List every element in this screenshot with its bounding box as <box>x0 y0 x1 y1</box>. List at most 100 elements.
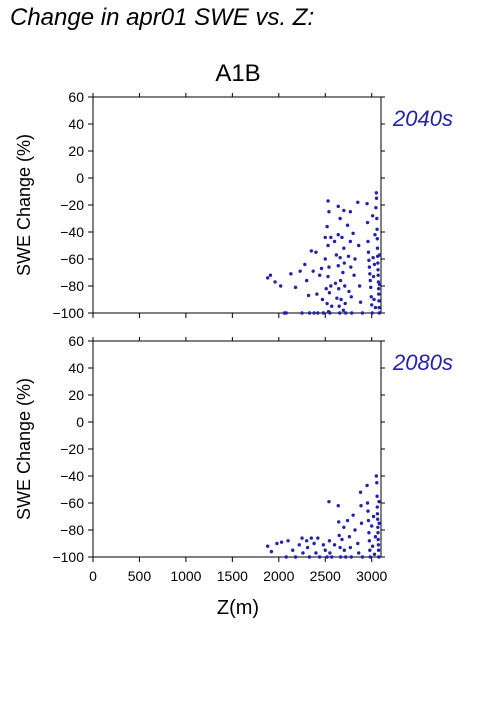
data-point <box>336 264 340 268</box>
data-point <box>376 531 380 535</box>
y-tick-label: −60 <box>60 251 84 267</box>
data-point <box>353 257 357 261</box>
data-point <box>366 518 371 523</box>
data-point <box>317 555 322 559</box>
data-point <box>367 265 372 269</box>
data-point <box>342 208 346 213</box>
data-point <box>329 284 333 288</box>
data-point <box>348 210 353 214</box>
data-point <box>377 292 381 296</box>
data-point <box>374 474 379 478</box>
data-point <box>278 284 283 288</box>
data-point <box>356 200 360 204</box>
data-point <box>365 201 369 206</box>
x-tick-label: 1000 <box>170 568 201 584</box>
data-point <box>375 505 379 509</box>
x-tick-label: 3000 <box>356 568 387 584</box>
data-point <box>367 539 372 543</box>
data-point <box>337 311 342 315</box>
data-point <box>337 533 341 538</box>
data-point <box>279 540 284 544</box>
y-axis-title: SWE Change (%) <box>14 378 34 520</box>
data-point <box>333 281 338 285</box>
data-point <box>309 249 314 253</box>
y-tick-label: 40 <box>68 116 84 132</box>
y-tick-label: −40 <box>60 468 84 484</box>
data-point <box>304 278 309 283</box>
data-point <box>286 539 290 543</box>
data-point <box>376 261 380 265</box>
data-point <box>374 196 379 200</box>
data-point <box>321 543 326 547</box>
data-point <box>343 311 348 315</box>
data-point <box>376 280 381 284</box>
data-point <box>376 537 380 542</box>
data-point <box>343 301 347 306</box>
data-point <box>347 289 351 294</box>
y-tick-label: −60 <box>60 495 84 511</box>
data-point <box>349 555 353 559</box>
data-point <box>352 273 356 277</box>
y-tick-label: 60 <box>68 333 84 349</box>
y-tick-label: −40 <box>60 224 84 240</box>
data-point <box>373 305 378 310</box>
data-point <box>316 311 320 315</box>
data-point <box>377 282 382 287</box>
x-tick-label: 2000 <box>263 568 294 584</box>
data-point <box>320 297 325 302</box>
data-point <box>375 246 380 250</box>
y-tick-label: 20 <box>68 143 84 159</box>
data-point <box>360 555 365 559</box>
data-point <box>289 272 293 276</box>
data-point <box>367 531 371 535</box>
data-point <box>268 273 273 277</box>
data-point <box>335 296 339 300</box>
data-point <box>338 216 342 221</box>
panel-2080s: −100 −80 −60 −40 −20 0 20 40 60 0 500 1000 1500 2000 2… <box>14 333 453 584</box>
data-point <box>374 206 378 210</box>
data-point <box>323 257 327 261</box>
data-point <box>372 297 376 302</box>
data-point <box>265 544 270 548</box>
data-point <box>323 235 327 240</box>
data-point <box>300 311 304 315</box>
data-point <box>338 555 343 559</box>
data-point <box>351 231 355 236</box>
period-label: 2080s <box>392 350 453 375</box>
data-point <box>349 295 353 299</box>
data-point <box>306 293 311 298</box>
data-point <box>341 308 346 312</box>
data-point <box>319 266 324 271</box>
data-point <box>332 543 337 547</box>
data-point <box>376 548 381 552</box>
data-point <box>343 555 348 559</box>
data-point <box>375 517 380 521</box>
scenario-title: A1B <box>215 60 260 87</box>
y-tick-label: 0 <box>76 414 84 430</box>
data-point <box>314 551 318 555</box>
x-tick-label: 500 <box>128 568 152 584</box>
data-point <box>325 301 329 306</box>
data-point <box>370 214 375 218</box>
data-point <box>358 490 363 494</box>
data-point <box>365 483 369 488</box>
data-point <box>315 292 319 296</box>
data-point <box>376 268 380 272</box>
data-point <box>317 273 322 277</box>
data-point <box>376 273 380 277</box>
data-point <box>324 287 328 291</box>
data-point <box>377 555 381 559</box>
y-tick-label: −20 <box>60 441 84 457</box>
data-point <box>303 262 307 267</box>
y-tick-label: 0 <box>76 170 84 186</box>
data-point <box>372 262 377 267</box>
data-point <box>373 535 378 539</box>
data-point <box>336 504 340 508</box>
data-point <box>338 278 343 283</box>
data-point <box>370 544 375 548</box>
data-point <box>305 545 310 550</box>
data-point <box>291 548 295 552</box>
data-point <box>293 555 298 559</box>
main-title: Change in apr01 SWE vs. Z: <box>10 4 315 31</box>
data-point <box>366 509 370 513</box>
